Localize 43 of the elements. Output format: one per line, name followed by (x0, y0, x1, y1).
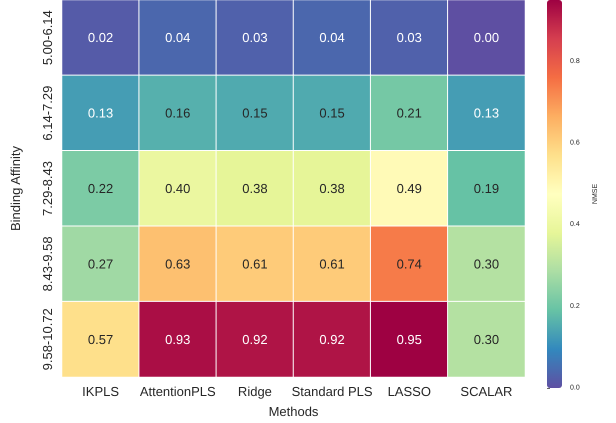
data-label: 0.61 (242, 256, 268, 272)
data-label: 0.30 (474, 256, 500, 272)
x-tick-label: LASSO (388, 384, 431, 399)
data-label: 0.00 (474, 30, 500, 46)
x-tick-label: IKPLS (82, 384, 120, 399)
data-label: 0.04 (165, 30, 190, 46)
data-label: 0.21 (396, 106, 422, 121)
data-label: 0.15 (242, 106, 268, 121)
data-label: 0.38 (319, 181, 345, 196)
data-label: 0.92 (319, 332, 345, 347)
data-label: 0.02 (88, 30, 114, 46)
x-tick-label: SCALAR (460, 384, 512, 399)
data-label: 0.04 (319, 30, 345, 46)
data-label: 0.38 (242, 181, 268, 196)
data-label: 0.27 (88, 256, 114, 272)
y-tick-label: 9.58-10.72 (40, 308, 55, 370)
y-tick-label: 6.14-7.29 (40, 86, 55, 141)
x-axis-title: Methods (268, 404, 319, 419)
data-label: 0.03 (396, 30, 422, 46)
data-label: 0.61 (319, 256, 345, 272)
data-label: 0.93 (165, 332, 190, 347)
data-label: 0.49 (396, 181, 422, 196)
data-label: 0.57 (88, 332, 114, 347)
data-label: 0.30 (474, 332, 500, 347)
data-label: 0.63 (165, 256, 190, 272)
y-tick-label: 5.00-6.14 (40, 10, 55, 66)
x-tick-label: AttentionPLS (140, 384, 216, 399)
data-label: 0.03 (242, 30, 268, 46)
data-label: 0.74 (396, 256, 422, 272)
data-label: 0.16 (165, 106, 190, 121)
data-label: 0.19 (474, 181, 500, 196)
data-label: 0.95 (396, 332, 422, 347)
data-label: 0.92 (242, 332, 268, 347)
data-label: 0.22 (88, 181, 114, 196)
y-tick-label: 8.43-9.58 (40, 236, 55, 292)
data-label: 0.13 (88, 106, 114, 121)
y-tick-label: 7.29-8.43 (40, 161, 55, 216)
y-axis-title: Binding Affinity (8, 145, 23, 232)
data-label: 0.15 (319, 106, 345, 121)
data-label: 0.13 (474, 106, 500, 121)
x-tick-label: Ridge (238, 384, 272, 399)
data-label: 0.40 (165, 181, 190, 196)
x-tick-label: Standard PLS (292, 384, 373, 399)
